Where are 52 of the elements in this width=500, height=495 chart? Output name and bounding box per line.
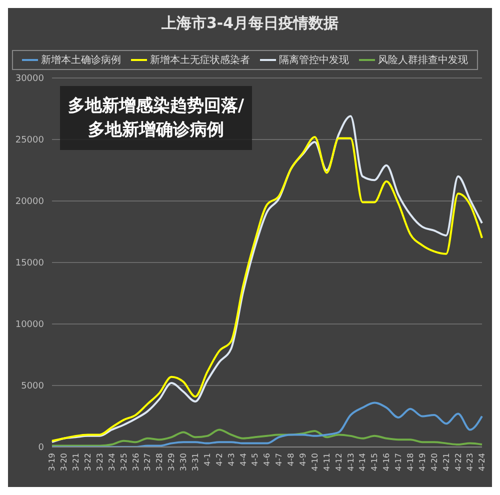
x-tick-label: 3-26 [131,453,140,472]
x-tick-label: 4-11 [322,453,332,472]
x-tick-label: 4-18 [406,453,416,472]
x-tick-label: 4-9 [298,453,308,466]
legend-label: 新增本土确诊病例 [40,54,121,67]
y-tick-label: 0 [38,443,44,454]
x-tick-label: 4-7 [274,453,284,466]
legend-label: 新增本土无症状感染者 [149,54,250,67]
x-tick-label: 3-24 [107,453,116,472]
x-tick-label: 3-27 [143,453,152,472]
x-tick-label: 3-20 [60,453,69,472]
x-tick-label: 4-20 [430,453,439,472]
x-tick-label: 4-3 [226,453,236,466]
y-tick-label: 20000 [15,197,44,208]
y-tick-label: 15000 [15,258,44,269]
y-tick-label: 25000 [15,136,44,146]
x-tick-label: 4-16 [382,453,392,472]
x-tick-label: 4-23 [466,453,475,472]
x-tick-label: 3-22 [84,453,93,472]
x-tick-label: 4-19 [418,453,427,472]
y-tick-label: 10000 [15,320,44,330]
x-tick-label: 4-2 [214,453,224,466]
x-tick-label: 4-15 [370,453,380,472]
x-tick-label: 4-10 [310,453,320,472]
x-tick-label: 4-24 [478,453,487,472]
legend-label: 隔离管控中发现 [278,54,349,67]
x-tick-label: 3-21 [72,453,81,472]
x-tick-label: 3-30 [179,453,188,472]
x-tick-label: 4-22 [454,453,463,472]
x-tick-label: 4-17 [394,453,404,472]
x-tick-label: 3-31 [191,453,200,472]
line-series [51,402,483,447]
x-tick-label: 4-8 [286,453,296,466]
legend-label: 风险人群排查中发现 [377,54,468,67]
y-tick-label: 5000 [21,382,44,392]
x-tick-label: 4-13 [346,453,356,472]
x-tick-label: 4-4 [238,453,248,466]
x-tick-label: 3-29 [167,453,176,472]
x-tick-label: 3-25 [119,453,128,472]
y-tick-label: 30000 [15,74,44,84]
x-tick-label: 3-23 [95,453,104,472]
x-tick-label: 4-14 [358,453,368,472]
x-tick-label: 4-5 [250,453,260,466]
chart-title: 上海市3-4月每日疫情数据 [160,13,340,34]
x-tick-label: 3-19 [48,453,57,472]
annotation: 多地新增感染趋势回落/多地新增确诊病例 [60,86,252,150]
x-tick-label: 4-21 [442,453,451,472]
x-tick-label: 3-28 [155,453,164,472]
line-series [51,428,483,447]
x-tick-label: 4-1 [202,453,212,466]
x-tick-label: 4-6 [262,453,272,466]
x-tick-label: 4-12 [334,453,344,472]
